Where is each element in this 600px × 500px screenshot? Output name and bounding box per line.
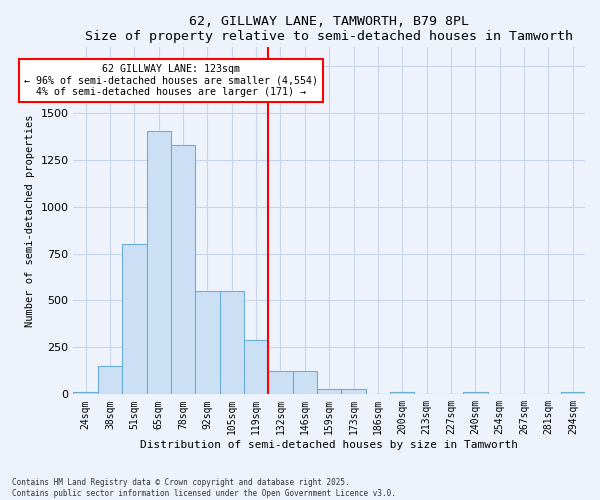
Bar	[98, 366, 122, 394]
Bar	[171, 144, 195, 394]
Bar	[390, 392, 415, 394]
Bar	[293, 371, 317, 394]
Bar	[195, 291, 220, 395]
Bar	[122, 244, 146, 394]
Bar	[220, 291, 244, 395]
Text: Contains HM Land Registry data © Crown copyright and database right 2025.
Contai: Contains HM Land Registry data © Crown c…	[12, 478, 396, 498]
Bar	[244, 340, 268, 394]
X-axis label: Distribution of semi-detached houses by size in Tamworth: Distribution of semi-detached houses by …	[140, 440, 518, 450]
Text: 62 GILLWAY LANE: 123sqm
← 96% of semi-detached houses are smaller (4,554)
4% of : 62 GILLWAY LANE: 123sqm ← 96% of semi-de…	[24, 64, 318, 97]
Bar	[341, 388, 366, 394]
Bar	[560, 392, 585, 394]
Title: 62, GILLWAY LANE, TAMWORTH, B79 8PL
Size of property relative to semi-detached h: 62, GILLWAY LANE, TAMWORTH, B79 8PL Size…	[85, 15, 573, 43]
Bar	[268, 371, 293, 394]
Bar	[317, 388, 341, 394]
Y-axis label: Number of semi-detached properties: Number of semi-detached properties	[25, 114, 35, 327]
Bar	[73, 392, 98, 394]
Bar	[146, 132, 171, 394]
Bar	[463, 392, 488, 394]
